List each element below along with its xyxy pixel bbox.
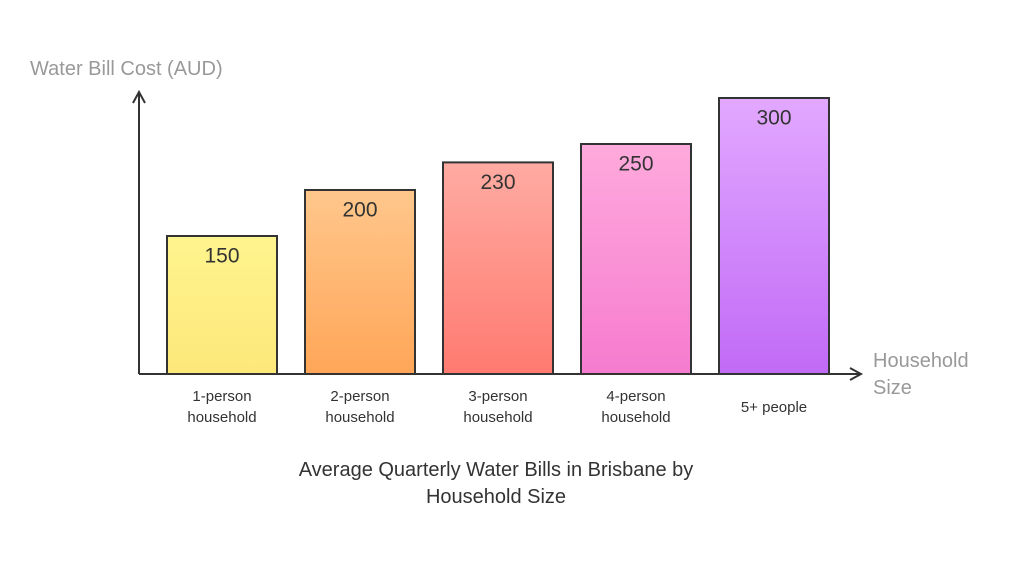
value-label: 250 — [618, 153, 653, 176]
x-tick-label: 5+ people — [740, 398, 808, 416]
bar — [580, 143, 692, 375]
y-axis-label: Water Bill Cost (AUD) — [30, 58, 223, 80]
x-tick-label: 1-person household — [187, 388, 257, 426]
bar — [442, 161, 554, 375]
value-label: 230 — [480, 171, 515, 194]
x-axis-arrow — [849, 367, 864, 381]
x-tick-label: 3-person household — [463, 388, 533, 426]
x-tick-label: 4-person household — [601, 388, 671, 426]
chart-title: Average Quarterly Water Bills in Brisban… — [298, 459, 694, 508]
value-label: 300 — [756, 107, 791, 130]
bar — [718, 97, 830, 375]
value-label: 150 — [204, 245, 239, 268]
value-label: 200 — [342, 199, 377, 222]
bar — [304, 189, 416, 375]
y-axis-arrow — [132, 89, 146, 104]
x-axis-label: Household Size — [873, 350, 969, 399]
bar — [166, 235, 278, 375]
x-tick-label: 2-person household — [325, 388, 395, 426]
